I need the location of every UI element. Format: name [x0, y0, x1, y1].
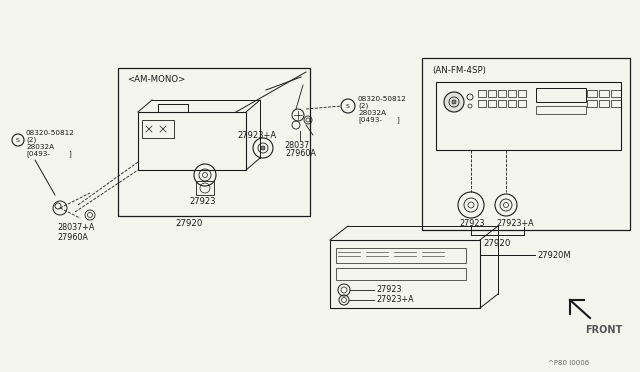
Text: ]: ]: [396, 117, 399, 124]
Text: FRONT: FRONT: [585, 325, 622, 335]
Bar: [138, 112, 246, 170]
Bar: [118, 68, 310, 216]
Bar: [599, 90, 609, 97]
Bar: [488, 90, 496, 97]
Text: 08320-50812: 08320-50812: [358, 96, 407, 102]
Bar: [518, 100, 526, 107]
Bar: [611, 90, 621, 97]
Bar: [587, 100, 597, 107]
Bar: [498, 90, 506, 97]
Text: 28032A: 28032A: [358, 110, 386, 116]
Bar: [196, 181, 214, 195]
Text: 27920: 27920: [175, 219, 202, 228]
Text: 28037: 28037: [284, 141, 309, 151]
Bar: [587, 90, 597, 97]
Text: 28032A: 28032A: [26, 144, 54, 150]
Bar: [478, 100, 486, 107]
Bar: [536, 106, 586, 114]
Text: ]: ]: [68, 151, 71, 157]
Circle shape: [444, 92, 464, 112]
Bar: [599, 100, 609, 107]
Text: [0493-: [0493-: [358, 117, 382, 124]
Text: 27960A: 27960A: [285, 150, 316, 158]
Circle shape: [261, 146, 265, 150]
Text: (2): (2): [26, 137, 36, 143]
Text: S: S: [346, 103, 350, 109]
Bar: [142, 120, 174, 138]
Circle shape: [452, 100, 456, 104]
Bar: [488, 100, 496, 107]
Bar: [478, 90, 486, 97]
Text: 27923+A: 27923+A: [376, 295, 413, 305]
Bar: [498, 100, 506, 107]
Text: S: S: [16, 138, 20, 142]
Text: 27923: 27923: [189, 198, 216, 206]
Text: 27923: 27923: [376, 285, 401, 295]
Text: (AN-FM-4SP): (AN-FM-4SP): [432, 65, 486, 74]
Bar: [518, 90, 526, 97]
Bar: [422, 58, 630, 230]
Text: [0493-: [0493-: [26, 151, 50, 157]
Bar: [436, 82, 621, 150]
Text: 27923+A: 27923+A: [237, 131, 276, 141]
Bar: [508, 100, 516, 107]
Text: (2): (2): [358, 103, 368, 109]
Bar: [508, 90, 516, 97]
Text: 27923+A: 27923+A: [496, 218, 534, 228]
Text: 27920: 27920: [483, 240, 510, 248]
Text: <AM-MONO>: <AM-MONO>: [127, 74, 185, 83]
Text: 27960A: 27960A: [57, 234, 88, 243]
Text: 28037+A: 28037+A: [57, 224, 94, 232]
Bar: [336, 268, 466, 280]
Bar: [330, 240, 480, 308]
Text: 27920M: 27920M: [537, 250, 571, 260]
Bar: [336, 248, 466, 263]
Text: 27923: 27923: [459, 218, 484, 228]
Bar: [611, 100, 621, 107]
Text: ^P80 I0006: ^P80 I0006: [548, 360, 589, 366]
Bar: [536, 88, 586, 102]
Text: 08320-50812: 08320-50812: [26, 130, 75, 136]
